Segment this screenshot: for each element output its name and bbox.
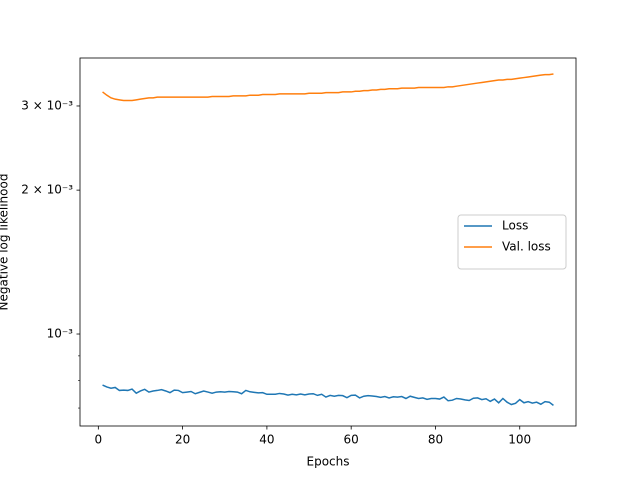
y-tick-label: 3 × 10⁻³ [21,98,73,112]
line-series [102,73,554,102]
x-tick-label: 20 [175,433,190,447]
legend-label: Loss [502,219,528,233]
legend-label: Val. loss [502,240,551,254]
x-axis-label: Epochs [307,455,350,469]
y-axis-label: Negative log likelihood [0,174,11,311]
y-tick-label: 10⁻³ [47,327,74,341]
line-series [102,384,554,406]
x-tick-label: 100 [508,433,531,447]
legend: Loss Val. loss [457,214,567,270]
plot-frame [79,57,577,427]
y-tick-label: 2 × 10⁻³ [21,183,73,197]
x-tick-label: 40 [259,433,274,447]
x-tick-label: 80 [428,433,443,447]
x-tick-label: 60 [344,433,359,447]
legend-box [457,214,567,270]
x-tick-label: 0 [95,433,103,447]
